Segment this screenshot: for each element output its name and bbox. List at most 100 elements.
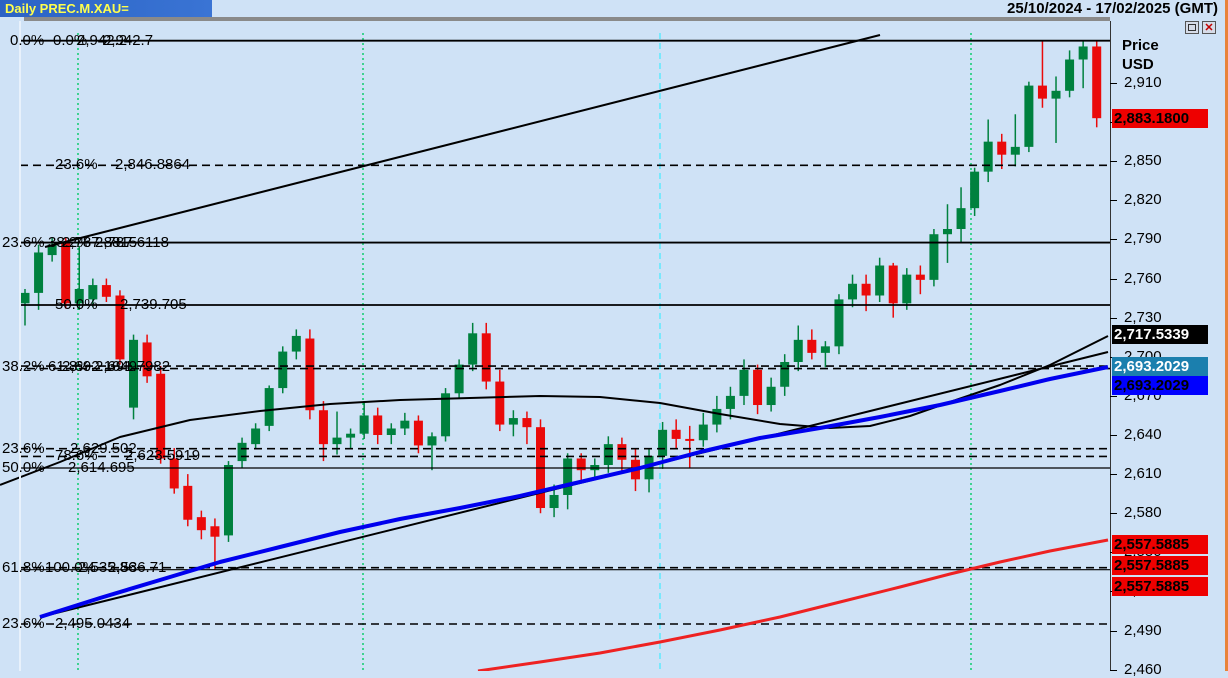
candle-body xyxy=(915,274,925,280)
axis-tick-mark xyxy=(1110,82,1117,84)
candle-body xyxy=(346,433,356,438)
fib-level-label: 100.0% xyxy=(45,558,96,576)
fib-level-label: 61.8% xyxy=(2,558,45,576)
candle-body xyxy=(441,393,451,437)
fib-level-label: 2,614.695 xyxy=(68,458,135,476)
candle-body xyxy=(617,444,627,460)
candle-body xyxy=(413,420,423,446)
axis-tick-mark xyxy=(1110,161,1117,163)
fib-level-label: 2,787.6118 xyxy=(95,233,169,251)
title-bar xyxy=(0,0,212,17)
axis-tick-label: 2,730 xyxy=(1124,308,1162,326)
axis-tick-label: 2,820 xyxy=(1124,191,1162,209)
price-tag: 2,557.5885 xyxy=(1112,577,1208,596)
candle-body xyxy=(278,351,288,389)
fib-level-label: 23.6% xyxy=(55,156,98,174)
candle-body xyxy=(807,339,817,353)
candle-body xyxy=(739,369,749,396)
candle-body xyxy=(115,295,125,360)
candle-body xyxy=(671,429,681,439)
restore-button[interactable] xyxy=(1185,21,1199,34)
trendline xyxy=(44,34,881,248)
axis-tick-label: 2,490 xyxy=(1124,621,1162,639)
candle-body xyxy=(427,436,437,446)
candle-body xyxy=(1037,85,1047,99)
frame-left-edge xyxy=(19,21,21,671)
candle-body xyxy=(983,141,993,172)
fib-level-label: 2,942.2 xyxy=(77,31,128,49)
candle-body xyxy=(997,141,1007,155)
price-tag: 2,557.5885 xyxy=(1112,535,1208,554)
candle-body xyxy=(1024,85,1034,147)
candle-body xyxy=(902,274,912,304)
fib-level-label: 38.2% xyxy=(48,233,91,251)
restore-icon xyxy=(1188,24,1196,31)
fib-level-label: 2,623.5919 xyxy=(125,447,201,465)
price-tag: 2,557.5885 xyxy=(1112,556,1208,575)
candle-body xyxy=(88,285,98,300)
candle-body xyxy=(359,415,369,434)
candle-body xyxy=(223,464,233,536)
candle-body xyxy=(563,458,573,495)
axis-tick-label: 2,580 xyxy=(1124,504,1162,522)
axis-tick-mark xyxy=(1110,317,1117,319)
candle-body xyxy=(1010,146,1020,155)
axis-tick-mark xyxy=(1110,474,1117,476)
fib-level-label: 2,536.71 xyxy=(108,558,167,576)
candle-body xyxy=(780,361,790,387)
axis-header-price: Price xyxy=(1122,37,1159,54)
fib-level-label: 23.6% xyxy=(2,615,45,632)
candle-body xyxy=(848,283,858,300)
fib-level-label: 61.8% xyxy=(48,358,91,376)
candle-body xyxy=(549,494,559,509)
close-button[interactable]: ✕ xyxy=(1202,21,1216,34)
fib-level-label: 2,787.8815 xyxy=(62,233,138,251)
price-tag: 2,883.1800 xyxy=(1112,109,1208,128)
axis-tick-mark xyxy=(1110,669,1117,671)
candle-body xyxy=(1092,46,1102,119)
axis-tick-mark xyxy=(1110,239,1117,241)
fib-level-label: 2,942.7 xyxy=(103,31,154,49)
window-right-border xyxy=(1225,0,1228,671)
fib-level-label: 2,846.8864 xyxy=(115,156,191,174)
candle-body xyxy=(34,252,44,293)
axis-tick-mark xyxy=(1110,513,1117,515)
fib-level-label: 2,629.502 xyxy=(70,439,137,457)
candle-body xyxy=(929,234,939,280)
candle-body xyxy=(210,526,220,537)
fib-level-label: 0.0% xyxy=(10,31,45,49)
candle-body xyxy=(264,388,274,426)
candle-body xyxy=(156,373,166,459)
candle-body xyxy=(373,415,383,436)
candle-body xyxy=(400,420,410,429)
candle-body xyxy=(196,517,206,531)
fib-level-label: 23.6% xyxy=(2,233,45,251)
close-icon: ✕ xyxy=(1204,21,1214,34)
axis-tick-label: 2,640 xyxy=(1124,426,1162,443)
candle-body xyxy=(237,442,247,462)
axis-header-usd: USD xyxy=(1122,56,1154,73)
price-tag: 2,693.2029 xyxy=(1112,357,1208,376)
candle-body xyxy=(712,408,722,425)
axis-tick-label: 2,790 xyxy=(1124,230,1162,248)
axis-tick-mark xyxy=(1110,395,1117,397)
candle-body xyxy=(291,335,301,352)
axis-tick-mark xyxy=(1110,435,1117,436)
window-controls: ✕ xyxy=(1185,21,1216,34)
candle-body xyxy=(522,418,532,428)
candle-body xyxy=(468,333,478,365)
candle-body xyxy=(956,208,966,230)
candle-body xyxy=(820,346,830,353)
candle-body xyxy=(658,429,668,456)
candle-body xyxy=(20,292,30,304)
ma-blue xyxy=(39,365,1109,619)
axis-tick-label: 2,760 xyxy=(1124,269,1162,287)
candle-body xyxy=(74,288,84,304)
candle-body xyxy=(481,333,491,382)
candle-body xyxy=(508,418,518,425)
axis-tick-mark xyxy=(1110,200,1117,202)
candle-body xyxy=(1078,46,1088,60)
candle-body xyxy=(61,242,71,304)
axis-tick-mark xyxy=(1110,278,1117,280)
